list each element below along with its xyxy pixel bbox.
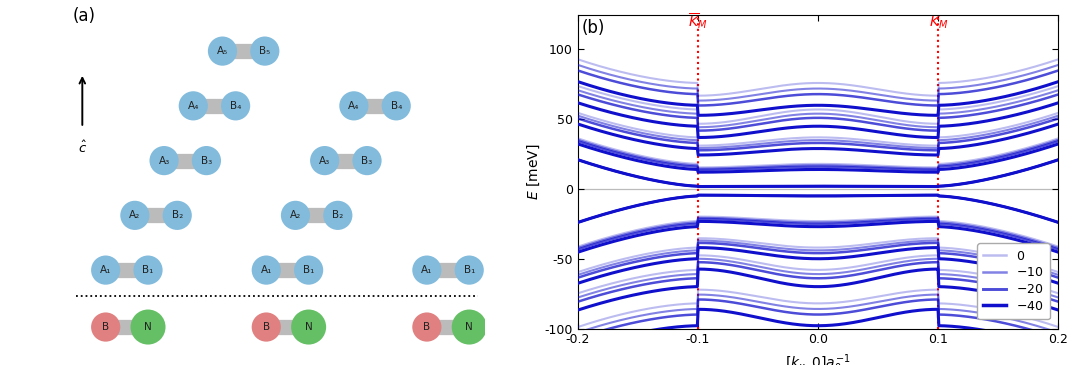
Text: B₃: B₃ (362, 155, 373, 166)
Text: B₅: B₅ (259, 46, 270, 56)
Circle shape (207, 36, 238, 66)
Circle shape (178, 91, 207, 120)
Text: B: B (103, 322, 109, 332)
Text: A₁: A₁ (421, 265, 433, 275)
Circle shape (413, 255, 442, 285)
Circle shape (310, 146, 339, 175)
Text: A₅: A₅ (217, 46, 228, 56)
Circle shape (134, 255, 163, 285)
X-axis label: $[k_x, 0]a_0^{-1}$: $[k_x, 0]a_0^{-1}$ (785, 352, 851, 365)
Y-axis label: $E$ [meV]: $E$ [meV] (526, 143, 542, 200)
Text: B₃: B₃ (201, 155, 212, 166)
Circle shape (381, 91, 410, 120)
Circle shape (294, 255, 323, 285)
Text: (b): (b) (581, 19, 605, 37)
Circle shape (323, 201, 352, 230)
Circle shape (221, 91, 251, 120)
Text: B₂: B₂ (333, 210, 343, 220)
Circle shape (120, 201, 149, 230)
Circle shape (281, 201, 310, 230)
Text: B₁: B₁ (143, 265, 153, 275)
Text: $\hat{c}$: $\hat{c}$ (78, 140, 86, 156)
Text: A₁: A₁ (260, 265, 272, 275)
Text: B₄: B₄ (230, 101, 241, 111)
Text: $\overline{K}_M$: $\overline{K}_M$ (688, 12, 707, 31)
Circle shape (131, 310, 165, 345)
Circle shape (252, 255, 281, 285)
Text: A₁: A₁ (100, 265, 111, 275)
Text: A₄: A₄ (188, 101, 199, 111)
Text: B₁: B₁ (463, 265, 475, 275)
Text: (a): (a) (72, 7, 96, 25)
Text: A₃: A₃ (319, 155, 330, 166)
Circle shape (251, 36, 280, 66)
Circle shape (163, 201, 192, 230)
Text: N: N (465, 322, 473, 332)
Circle shape (451, 310, 487, 345)
Text: B: B (423, 322, 431, 332)
Circle shape (455, 255, 484, 285)
Text: N: N (144, 322, 152, 332)
Text: B₁: B₁ (302, 265, 314, 275)
Circle shape (292, 310, 326, 345)
Text: B₂: B₂ (172, 210, 183, 220)
Circle shape (352, 146, 381, 175)
Circle shape (252, 312, 281, 342)
Circle shape (339, 91, 368, 120)
Circle shape (91, 312, 120, 342)
Legend: $0$, $-10$, $-20$, $-40$: $0$, $-10$, $-20$, $-40$ (977, 243, 1050, 319)
Circle shape (413, 312, 442, 342)
Text: N: N (305, 322, 312, 332)
Text: B: B (262, 322, 270, 332)
Circle shape (91, 255, 120, 285)
Text: A₄: A₄ (348, 101, 360, 111)
Text: B₄: B₄ (391, 101, 402, 111)
Text: $K_M$: $K_M$ (929, 15, 948, 31)
Text: A₂: A₂ (289, 210, 301, 220)
Text: A₃: A₃ (159, 155, 170, 166)
Circle shape (192, 146, 221, 175)
Text: A₂: A₂ (130, 210, 140, 220)
Circle shape (149, 146, 178, 175)
